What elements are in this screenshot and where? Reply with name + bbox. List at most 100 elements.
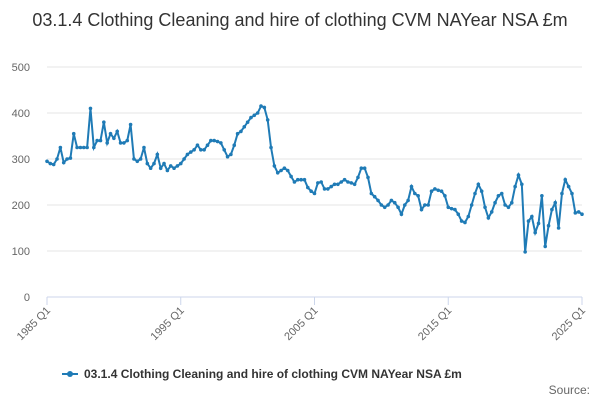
data-point (222, 148, 227, 152)
data-point (81, 145, 86, 150)
data-point (232, 143, 237, 147)
data-point (483, 205, 487, 210)
data-point (102, 120, 106, 124)
data-point (272, 164, 277, 168)
legend-marker (67, 371, 73, 377)
data-point (252, 113, 257, 118)
data-point (255, 111, 260, 115)
data-point (192, 148, 196, 152)
data-point (48, 161, 53, 166)
data-point (51, 162, 56, 167)
data-point (115, 129, 120, 134)
data-point (158, 166, 163, 170)
source: Source: (549, 383, 590, 397)
data-point (118, 141, 123, 145)
data-point (486, 216, 491, 220)
data-point (576, 210, 581, 214)
data-point (205, 143, 210, 147)
data-point (580, 212, 584, 216)
data-point (78, 145, 83, 150)
data-point (168, 164, 173, 168)
data-point (339, 180, 344, 184)
data-point (446, 205, 451, 210)
y-tick-label: 100 (12, 246, 30, 258)
data-point (346, 180, 350, 184)
y-tick-label: 400 (12, 108, 30, 120)
data-point (239, 129, 243, 134)
data-point (92, 145, 96, 150)
data-point (523, 250, 527, 254)
data-point (520, 182, 524, 187)
x-tick-label: 2005 Q1 (282, 305, 320, 343)
y-tick-label: 0 (24, 292, 30, 304)
x-tick-label: 1985 Q1 (15, 305, 53, 343)
legend-label: 03.1.4 Clothing Cleaning and hire of clo… (84, 367, 462, 381)
data-point (366, 175, 370, 180)
data-point (329, 184, 334, 189)
data-point (155, 152, 160, 157)
data-point (543, 244, 548, 249)
data-point (570, 191, 574, 196)
data-point (265, 118, 270, 122)
data-point (279, 168, 283, 173)
data-point (165, 168, 170, 173)
data-point (209, 138, 213, 143)
data-point (302, 177, 307, 182)
data-point (349, 181, 354, 185)
data-point (112, 136, 116, 141)
data-point (466, 214, 471, 219)
data-point (550, 207, 554, 212)
x-tick-label: 1995 Q1 (149, 305, 187, 343)
data-point (282, 166, 287, 170)
data-point (449, 206, 454, 211)
data-point (566, 184, 571, 189)
data-point (342, 177, 347, 182)
data-point (386, 203, 390, 207)
data-point (45, 159, 49, 164)
data-point (436, 188, 441, 193)
data-point (443, 194, 447, 198)
chart-title: 03.1.4 Clothing Cleaning and hire of clo… (32, 10, 568, 30)
data-point (503, 203, 507, 207)
data-point (453, 207, 457, 212)
x-tick-label: 2015 Q1 (416, 305, 454, 343)
data-point (132, 157, 136, 161)
data-point (406, 198, 410, 203)
data-point (235, 131, 240, 136)
data-point (142, 145, 146, 150)
data-point (473, 191, 477, 196)
data-point (259, 104, 263, 108)
data-point (195, 143, 200, 147)
data-point (105, 141, 109, 145)
data-point (429, 189, 434, 193)
data-point (215, 139, 220, 144)
data-point (229, 152, 233, 157)
data-point (185, 152, 190, 157)
data-point (172, 166, 176, 170)
data-point (148, 166, 153, 170)
data-point (95, 138, 99, 143)
data-point (516, 173, 521, 177)
data-point (379, 203, 384, 207)
data-point (295, 177, 300, 182)
data-point (202, 148, 206, 152)
data-point (292, 180, 297, 184)
data-point (369, 191, 374, 196)
data-point (526, 219, 531, 223)
data-point (332, 182, 337, 187)
data-point (396, 205, 400, 210)
data-point (402, 203, 407, 207)
data-point (469, 203, 474, 207)
x-tick-label: 2025 Q1 (550, 305, 588, 343)
data-point (269, 145, 273, 150)
data-point (58, 145, 63, 150)
data-point (540, 194, 544, 198)
data-point (479, 189, 484, 193)
data-point (433, 187, 437, 191)
data-point (319, 180, 323, 184)
data-point (212, 138, 216, 143)
data-point (509, 200, 514, 205)
data-point (372, 194, 377, 199)
data-point (359, 166, 364, 170)
